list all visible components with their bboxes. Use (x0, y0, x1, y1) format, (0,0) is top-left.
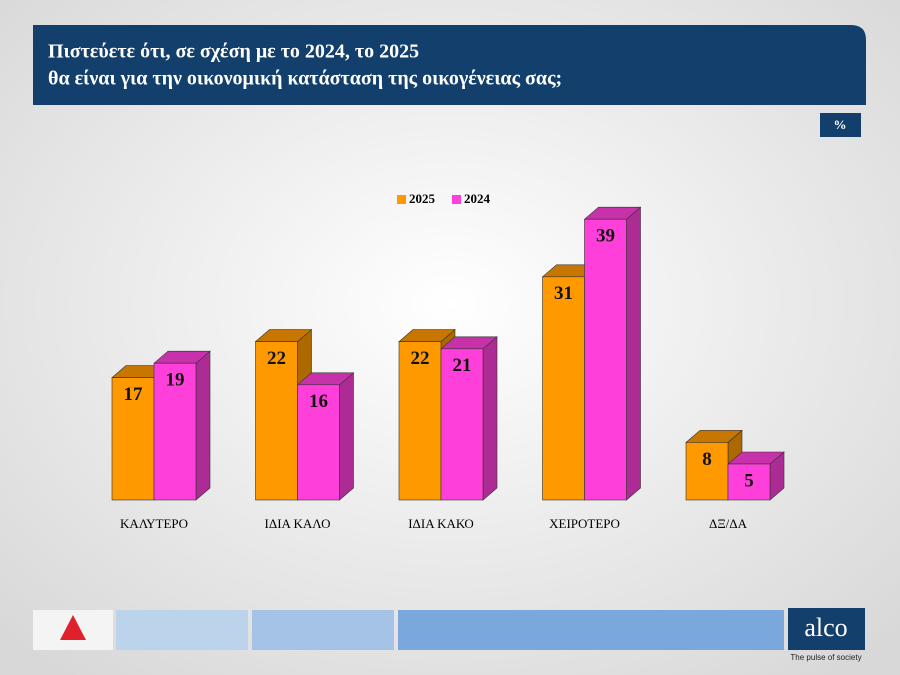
category-label: ΙΔΙΑ ΚΑΛΟ (265, 516, 331, 531)
footer-bar (398, 610, 784, 650)
value-label: 31 (554, 283, 573, 304)
logo (60, 615, 86, 640)
unit-box (820, 113, 861, 137)
category-label: ΧΕΙΡΟΤΕΡΟ (549, 516, 620, 531)
category-label: ΙΔΙΑ ΚΑΚΟ (408, 516, 474, 531)
title-line: Πιστεύετε ότι, σε σχέση με το 2024, το 2… (48, 41, 419, 63)
bar (685, 429, 743, 501)
bar (440, 336, 498, 501)
bar-front (297, 384, 340, 501)
bar-side (195, 350, 211, 501)
tagline: The pulse of society (790, 653, 861, 662)
footer-bar (116, 610, 248, 650)
bar-front (398, 341, 442, 501)
bar-front (584, 218, 627, 501)
legend-label: 2025 (409, 191, 436, 206)
brand: alco (804, 613, 847, 642)
title-line: θα είναι για την οικονομική κατάσταση τη… (48, 68, 562, 90)
value-label: 17 (124, 384, 144, 405)
bar (296, 372, 355, 501)
value-label: 16 (309, 391, 328, 412)
value-label: 39 (596, 226, 615, 247)
unit: % (834, 117, 847, 132)
title-bar (33, 25, 866, 105)
legend-label: 2024 (464, 191, 491, 206)
bar-front (111, 377, 155, 501)
category-label: ΚΑΛΥΤΕΡΟ (120, 516, 188, 531)
category-label: ΔΞ/ΔΑ (709, 516, 748, 531)
bar (727, 451, 785, 501)
footer-bar (252, 610, 394, 650)
chart: 2025 2024 ΚΑΛΥΤΕΡΟ 17 19 ΙΔΙΑ ΚΑΛΟ 22 16 ΙΔΙΑ ΚΑ… (111, 191, 785, 531)
value-label: 5 (744, 470, 754, 491)
bar-front (542, 276, 585, 501)
bar-side (339, 372, 354, 501)
bar-front (685, 442, 729, 501)
bar (583, 206, 642, 501)
legend-swatch (452, 195, 461, 204)
legend-swatch (397, 195, 406, 204)
value-label: 22 (267, 348, 286, 369)
bar (153, 350, 211, 501)
bar-front (153, 362, 197, 501)
bar-front (440, 348, 484, 501)
bar-side (482, 336, 498, 501)
bar-side (626, 206, 641, 501)
value-label: 8 (702, 449, 712, 470)
bar-front (727, 463, 771, 501)
value-label: 19 (166, 370, 185, 391)
value-label: 22 (411, 348, 430, 369)
brand-box (788, 608, 865, 650)
value-label: 21 (453, 355, 472, 376)
